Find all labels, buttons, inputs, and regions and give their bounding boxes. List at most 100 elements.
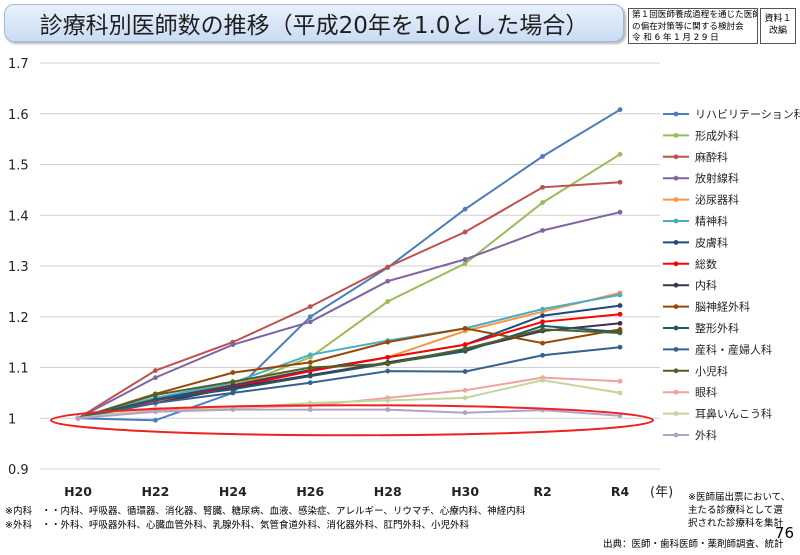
data-point [540,306,545,312]
legend-label: 整形外科 [695,321,739,335]
page-title: 診療科別医師数の推移（平成20年を1.0とした場合） [39,13,589,39]
data-point [307,319,313,325]
meeting-info-box: 第１回医師養成過程を通じた医師 の偏在対策等に関する検討会 令 和 6 年 1 … [628,8,758,44]
data-point [540,323,545,329]
data-point [617,151,623,157]
legend-label: 産科・産婦人科 [695,342,772,356]
legend-label: 皮膚科 [695,235,728,249]
note-license-line: ※医師届出票において、 [688,492,791,503]
y-tick-label: 1.7 [8,57,29,72]
data-point [385,407,391,413]
data-point [540,313,545,319]
data-point [385,361,391,367]
data-point [540,184,545,190]
x-tick-label: R2 [533,484,551,499]
data-point [617,107,623,113]
legend-marker [673,133,679,138]
data-point [153,409,158,415]
legend-label: 小児科 [695,364,728,378]
legend-marker [673,432,679,438]
legend-marker [673,368,679,374]
legend-label: 眼科 [695,385,717,399]
x-axis-unit: (年) [650,485,673,500]
y-tick-label: 1.1 [8,362,29,377]
x-tick-label: H22 [141,484,169,499]
data-point [385,278,391,284]
data-point [385,339,391,345]
data-point [307,373,313,379]
y-tick-label: 1 [8,412,16,427]
data-point [617,292,623,298]
data-point [617,209,623,215]
data-point [385,398,391,403]
data-point [230,370,236,375]
legend-marker [673,111,679,117]
legend-marker [673,325,679,331]
data-point [462,326,468,331]
x-tick-label: H20 [64,484,92,499]
legend-label: 外科 [695,428,717,442]
series-line [77,327,621,420]
data-point [462,346,468,352]
data-point [540,319,545,325]
data-point [462,410,468,416]
data-point [617,179,623,185]
data-point [153,400,158,406]
legend-label: 脳神経外科 [695,300,750,314]
legend-label: 精神科 [695,214,728,228]
y-tick-label: 1.5 [8,159,29,174]
meeting-line: 第１回医師養成過程を通じた医師 [632,10,758,20]
y-tick-label: 1.3 [8,260,29,275]
series-line [77,322,621,420]
data-point [462,206,468,212]
data-point [307,352,313,358]
data-point [540,153,545,159]
legend-marker [673,218,679,224]
note-license-line: 主たる診療科として選 [688,505,783,516]
page-number: 76 [774,524,794,542]
data-point [230,342,236,348]
document-note: 改編 [768,26,787,36]
y-tick-label: 1.6 [8,108,29,123]
data-point [540,200,545,205]
note-internal-medicine: ※内科 ・・内科、呼吸器、循環器、消化器、腎臓、糖尿病、血液、感染症、アレルギー… [5,506,526,517]
data-point [385,368,391,374]
data-point [307,314,313,320]
meeting-line: の偏在対策等に関する検討会 [632,21,744,32]
data-point [153,397,158,402]
data-point [385,299,391,304]
legend-marker [673,389,679,395]
legend-marker [673,175,679,181]
legend-marker [673,197,679,203]
series-line [77,346,621,420]
data-point [230,390,236,396]
data-point [307,407,313,413]
legend-marker [673,154,679,160]
data-point [307,400,313,406]
x-tick-label: R4 [611,484,630,499]
legend-label: 麻酔科 [695,150,728,164]
document-label: 資料１ [764,14,792,24]
data-point [462,261,468,266]
data-point [307,360,313,365]
legend-marker [673,347,679,352]
legend-label: 放射線科 [695,171,739,185]
x-tick-label: H24 [219,484,247,499]
data-point [385,354,391,360]
data-point [307,368,313,374]
data-point [462,387,468,393]
data-point [75,415,81,421]
series-line [77,324,621,420]
title-banner: 診療科別医師数の推移（平成20年を1.0とした場合） [4,4,624,42]
data-point [230,407,236,413]
legend-label: 泌尿器科 [695,193,739,207]
data-point [617,311,623,317]
series-line [77,181,621,420]
legend-marker [673,411,679,416]
x-tick-label: H30 [451,484,479,499]
x-tick-label: H28 [374,484,402,499]
data-point [462,395,468,401]
note-license: ※医師届出票において、 主たる診療科として選 択された診療科を集計 [688,491,790,530]
data-point [230,386,236,392]
